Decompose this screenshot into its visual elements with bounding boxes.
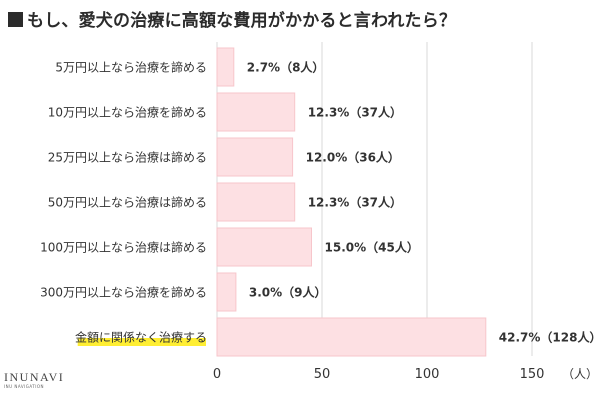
x-tick-label: 0 <box>213 367 221 382</box>
category-label: 100万円以上なら治療は諦める <box>40 240 207 255</box>
title-square-icon <box>8 12 23 27</box>
category-label: 金額に関係なく治療する <box>75 330 207 345</box>
bar <box>216 137 294 177</box>
data-label: 12.3%（37人） <box>308 195 402 210</box>
x-tick-label: 100 <box>415 367 440 382</box>
data-label: 42.7%（128人） <box>499 330 600 345</box>
data-label: 12.3%（37人） <box>308 105 402 120</box>
bar <box>216 182 296 222</box>
category-label: 10万円以上なら治療を諦める <box>48 105 207 120</box>
data-label: 15.0%（45人） <box>325 240 419 255</box>
bar <box>216 272 237 312</box>
data-label: 3.0%（9人） <box>249 285 327 300</box>
chart-title-text: もし、愛犬の治療に高額な費用がかかると言われたら？ <box>27 11 457 31</box>
bar <box>216 47 235 87</box>
x-axis-unit-label: （人） <box>562 367 598 381</box>
chart-title: もし、愛犬の治療に高額な費用がかかると言われたら？ <box>8 6 456 31</box>
x-tick-label: 150 <box>520 367 545 382</box>
bar <box>216 92 296 132</box>
brand-logo: INUNAVI INU NAVIGATION <box>4 371 64 390</box>
category-label: 50万円以上なら治療は諦める <box>48 195 207 210</box>
brand-logo-subtext: INU NAVIGATION <box>4 384 45 389</box>
data-label: 12.0%（36人） <box>306 150 400 165</box>
category-label: 300万円以上なら治療を諦める <box>40 285 207 300</box>
category-label: 5万円以上なら治療を諦める <box>55 60 207 75</box>
bar <box>216 317 487 357</box>
bars <box>216 47 487 357</box>
x-tick-label: 50 <box>314 367 331 382</box>
category-highlight-marker <box>77 338 206 346</box>
labels: 0 50 100 150 （人） 5万円以上なら治療を諦める 2.7%（8人） 10万円以上な… <box>40 60 600 383</box>
bar <box>216 227 312 267</box>
category-highlights <box>77 338 206 346</box>
brand-logo-text: INUNAVI <box>4 370 65 384</box>
data-label: 2.7%（8人） <box>247 60 325 75</box>
category-label: 25万円以上なら治療は諦める <box>48 150 207 165</box>
